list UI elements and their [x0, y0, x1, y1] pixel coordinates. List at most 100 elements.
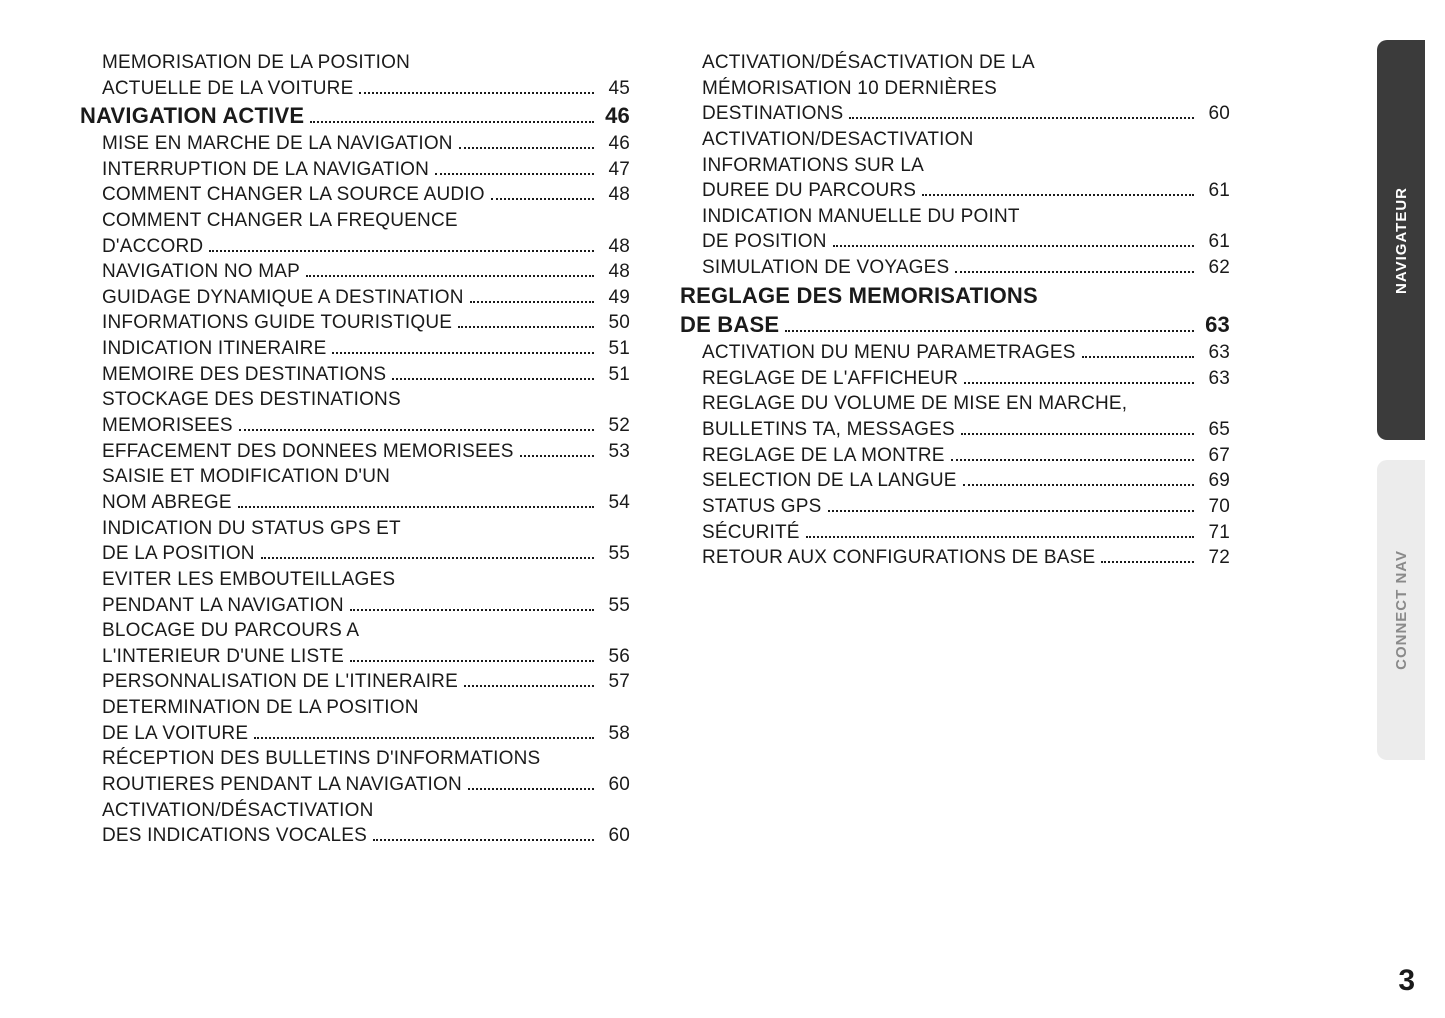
- toc-page-number: 60: [600, 772, 630, 798]
- toc-entry[interactable]: NOM ABREGE54: [80, 490, 630, 516]
- toc-label: RETOUR AUX CONFIGURATIONS DE BASE: [702, 545, 1095, 571]
- toc-entry[interactable]: DE POSITION61: [680, 229, 1230, 255]
- toc-label: D'ACCORD: [102, 234, 203, 260]
- toc-entry[interactable]: MÉMORISATION 10 DERNIÈRES: [680, 76, 1230, 102]
- toc-leader: [350, 645, 594, 662]
- toc-label: MEMORISEES: [102, 413, 233, 439]
- toc-entry[interactable]: ACTIVATION/DÉSACTIVATION DE LA: [680, 50, 1230, 76]
- toc-label: DUREE DU PARCOURS: [702, 178, 916, 204]
- toc-entry[interactable]: DUREE DU PARCOURS61: [680, 178, 1230, 204]
- toc-entry[interactable]: DES INDICATIONS VOCALES 60: [80, 823, 630, 849]
- toc-entry[interactable]: SIMULATION DE VOYAGES62: [680, 255, 1230, 281]
- tab-connect-nav[interactable]: CONNECT NAV: [1377, 460, 1425, 760]
- toc-leader: [464, 670, 594, 687]
- toc-leader: [922, 179, 1194, 196]
- toc-page-number: 51: [600, 362, 630, 388]
- toc-entry[interactable]: SÉCURITÉ71: [680, 520, 1230, 546]
- toc-label: NOM ABREGE: [102, 490, 232, 516]
- toc-page-number: 46: [600, 101, 630, 131]
- toc-entry[interactable]: COMMENT CHANGER LA FREQUENCE: [80, 208, 630, 234]
- toc-entry[interactable]: NAVIGATION ACTIVE 46: [80, 101, 630, 131]
- toc-entry[interactable]: RÉCEPTION DES BULLETINS D'INFORMATIONS: [80, 746, 630, 772]
- toc-page-number: 70: [1200, 494, 1230, 520]
- toc-label: ACTIVATION DU MENU PARAMETRAGES: [702, 340, 1076, 366]
- toc-leader: [1101, 546, 1194, 563]
- toc-page: MEMORISATION DE LA POSITIONACTUELLE DE L…: [80, 50, 1230, 950]
- toc-entry[interactable]: MEMOIRE DES DESTINATIONS51: [80, 362, 630, 388]
- toc-label: SIMULATION DE VOYAGES: [702, 255, 949, 281]
- toc-entry[interactable]: L'INTERIEUR D'UNE LISTE56: [80, 644, 630, 670]
- toc-leader: [239, 414, 594, 431]
- toc-leader: [332, 337, 594, 354]
- toc-label: PENDANT LA NAVIGATION: [102, 593, 344, 619]
- toc-entry[interactable]: BLOCAGE DU PARCOURS A: [80, 618, 630, 644]
- toc-entry[interactable]: BULLETINS TA, MESSAGES65: [680, 417, 1230, 443]
- toc-entry[interactable]: INFORMATIONS SUR LA: [680, 153, 1230, 179]
- toc-label: STOCKAGE DES DESTINATIONS: [102, 387, 401, 413]
- toc-leader: [955, 256, 1194, 273]
- toc-entry[interactable]: ACTIVATION/DESACTIVATION: [680, 127, 1230, 153]
- toc-entry[interactable]: MISE EN MARCHE DE LA NAVIGATION46: [80, 131, 630, 157]
- toc-label: NAVIGATION ACTIVE: [80, 101, 304, 131]
- toc-entry[interactable]: MEMORISATION DE LA POSITION: [80, 50, 630, 76]
- toc-leader: [806, 521, 1194, 538]
- toc-entry[interactable]: STATUS GPS70: [680, 494, 1230, 520]
- toc-entry[interactable]: PENDANT LA NAVIGATION55: [80, 593, 630, 619]
- toc-label: REGLAGE DES MEMORISATIONS: [680, 281, 1038, 311]
- toc-entry[interactable]: REGLAGE DE L'AFFICHEUR 63: [680, 366, 1230, 392]
- toc-label: ACTUELLE DE LA VOITURE: [102, 76, 353, 102]
- toc-leader: [261, 542, 594, 559]
- toc-entry[interactable]: D'ACCORD48: [80, 234, 630, 260]
- toc-page-number: 63: [1200, 310, 1230, 340]
- toc-leader: [849, 102, 1194, 119]
- toc-leader: [828, 495, 1194, 512]
- toc-entry[interactable]: ACTIVATION/DÉSACTIVATION: [80, 798, 630, 824]
- toc-label: DES INDICATIONS VOCALES: [102, 823, 367, 849]
- toc-entry[interactable]: INDICATION DU STATUS GPS ET: [80, 516, 630, 542]
- toc-entry[interactable]: GUIDAGE DYNAMIQUE A DESTINATION49: [80, 285, 630, 311]
- toc-page-number: 60: [600, 823, 630, 849]
- toc-entry[interactable]: REGLAGE DU VOLUME DE MISE EN MARCHE,: [680, 391, 1230, 417]
- toc-label: MÉMORISATION 10 DERNIÈRES: [702, 76, 997, 102]
- toc-page-number: 52: [600, 413, 630, 439]
- tab-navigateur[interactable]: NAVIGATEUR: [1377, 40, 1425, 440]
- toc-label: DE BASE: [680, 310, 779, 340]
- toc-leader: [306, 260, 594, 277]
- toc-entry[interactable]: DE LA VOITURE58: [80, 721, 630, 747]
- toc-entry[interactable]: ROUTIERES PENDANT LA NAVIGATION60: [80, 772, 630, 798]
- toc-entry[interactable]: DETERMINATION DE LA POSITION: [80, 695, 630, 721]
- toc-entry[interactable]: REGLAGE DES MEMORISATIONS: [680, 281, 1230, 311]
- toc-entry[interactable]: EFFACEMENT DES DONNEES MEMORISEES53: [80, 439, 630, 465]
- toc-entry[interactable]: NAVIGATION NO MAP48: [80, 259, 630, 285]
- toc-entry[interactable]: REGLAGE DE LA MONTRE67: [680, 443, 1230, 469]
- toc-leader: [209, 234, 594, 251]
- toc-entry[interactable]: DE BASE 63: [680, 310, 1230, 340]
- toc-entry[interactable]: PERSONNALISATION DE L'ITINERAIRE57: [80, 669, 630, 695]
- toc-label: INFORMATIONS SUR LA: [702, 153, 924, 179]
- toc-page-number: 57: [600, 669, 630, 695]
- toc-entry[interactable]: DE LA POSITION55: [80, 541, 630, 567]
- toc-page-number: 63: [1200, 366, 1230, 392]
- toc-page-number: 46: [600, 131, 630, 157]
- toc-entry[interactable]: INFORMATIONS GUIDE TOURISTIQUE50: [80, 310, 630, 336]
- toc-entry[interactable]: STOCKAGE DES DESTINATIONS: [80, 387, 630, 413]
- toc-entry[interactable]: MEMORISEES 52: [80, 413, 630, 439]
- toc-entry[interactable]: COMMENT CHANGER LA SOURCE AUDIO48: [80, 182, 630, 208]
- page-number: 3: [1398, 964, 1415, 998]
- toc-label: REGLAGE DE L'AFFICHEUR: [702, 366, 958, 392]
- toc-label: ACTIVATION/DÉSACTIVATION DE LA: [702, 50, 1035, 76]
- toc-label: INDICATION ITINERAIRE: [102, 336, 326, 362]
- toc-entry[interactable]: EVITER LES EMBOUTEILLAGES: [80, 567, 630, 593]
- toc-entry[interactable]: ACTIVATION DU MENU PARAMETRAGES63: [680, 340, 1230, 366]
- toc-leader: [470, 286, 594, 303]
- toc-entry[interactable]: ACTUELLE DE LA VOITURE 45: [80, 76, 630, 102]
- toc-entry[interactable]: RETOUR AUX CONFIGURATIONS DE BASE72: [680, 545, 1230, 571]
- toc-entry[interactable]: SELECTION DE LA LANGUE69: [680, 468, 1230, 494]
- toc-entry[interactable]: INDICATION MANUELLE DU POINT: [680, 204, 1230, 230]
- toc-label: COMMENT CHANGER LA FREQUENCE: [102, 208, 458, 234]
- toc-entry[interactable]: INTERRUPTION DE LA NAVIGATION47: [80, 157, 630, 183]
- toc-entry[interactable]: SAISIE ET MODIFICATION D'UN: [80, 464, 630, 490]
- toc-entry[interactable]: INDICATION ITINERAIRE51: [80, 336, 630, 362]
- toc-entry[interactable]: DESTINATIONS60: [680, 101, 1230, 127]
- toc-page-number: 45: [600, 76, 630, 102]
